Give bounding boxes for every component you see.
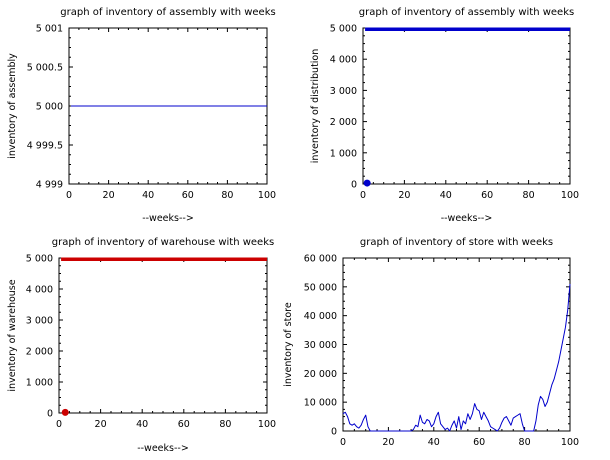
x-tick-label: 100 (258, 190, 276, 201)
y-tick-label: 4 999 (36, 180, 63, 191)
y-axis-label: inventory of assembly (7, 53, 18, 159)
x-tick-label: 100 (561, 437, 579, 448)
x-tick-label: 20 (382, 437, 394, 448)
x-tick-label: 40 (440, 190, 452, 201)
y-tick-label: 4 000 (26, 285, 53, 296)
x-tick-label: 80 (523, 190, 535, 201)
y-tick-label: 4 000 (330, 55, 357, 66)
x-tick-label: 80 (221, 190, 233, 201)
x-tick-label: 40 (136, 419, 148, 430)
x-tick-label: 60 (473, 437, 485, 448)
chart-title: graph of inventory of assembly with week… (60, 7, 275, 18)
chart-4: graph of inventory of store with weeks 0 2… (283, 237, 579, 448)
y-tick-label: 0 (351, 180, 357, 191)
y-tick-label: 5 001 (36, 24, 63, 35)
x-tick-label: 40 (142, 190, 154, 201)
y-tick-label: 10 000 (304, 398, 337, 409)
plot-frame (362, 27, 571, 185)
y-tick-label: 30 000 (304, 340, 337, 351)
chart-title: graph of inventory of assembly with week… (359, 7, 574, 18)
x-tick-label: 60 (182, 190, 194, 201)
x-tick-label: 0 (360, 190, 366, 201)
y-tick-label: 0 (47, 409, 53, 420)
x-axis-label: --weeks--> (137, 443, 189, 454)
x-tick-label: 0 (56, 419, 62, 430)
y-axis-label: inventory of warehouse (7, 279, 18, 391)
x-tick-label: 80 (519, 437, 531, 448)
chart-1: graph of inventory of assembly with week… (7, 7, 276, 224)
x-tick-label: 80 (219, 419, 231, 430)
x-tick-label: 20 (95, 419, 107, 430)
y-axis-label: inventory of store (283, 302, 294, 387)
y-tick-label: 5 000.5 (27, 63, 63, 74)
x-tick-label: 0 (66, 190, 72, 201)
x-tick-label: 20 (398, 190, 410, 201)
x-axis-label: --weeks--> (441, 213, 493, 224)
data-point (363, 179, 371, 187)
y-tick-label: 3 000 (26, 316, 53, 327)
y-axis-label: inventory of distribution (310, 49, 321, 164)
y-tick-label: 5 000 (330, 24, 357, 35)
y-tick-label: 1 000 (330, 148, 357, 159)
x-tick-label: 60 (481, 190, 493, 201)
x-tick-label: 100 (561, 190, 579, 201)
x-axis-label: --weeks--> (142, 213, 194, 224)
x-tick-label: 0 (340, 437, 346, 448)
y-tick-label: 0 (331, 427, 337, 438)
series-line (342, 283, 571, 432)
y-tick-label: 1 000 (26, 378, 53, 389)
y-tick-label: 3 000 (330, 86, 357, 97)
chart-2: graph of inventory of assembly with week… (310, 7, 579, 224)
data-point (61, 408, 69, 416)
y-tick-label: 20 000 (304, 369, 337, 380)
chart-title: graph of inventory of store with weeks (360, 237, 553, 248)
y-tick-label: 50 000 (304, 282, 337, 293)
chart-title: graph of inventory of warehouse with wee… (52, 237, 274, 248)
x-tick-label: 100 (258, 419, 276, 430)
y-tick-label: 2 000 (330, 117, 357, 128)
plot-frame (342, 257, 571, 432)
y-tick-label: 40 000 (304, 311, 337, 322)
y-tick-label: 5 000 (36, 102, 63, 113)
y-tick-label: 5 000 (26, 254, 53, 265)
y-tick-label: 2 000 (26, 347, 53, 358)
x-tick-label: 40 (428, 437, 440, 448)
x-tick-label: 60 (178, 419, 190, 430)
x-tick-label: 20 (103, 190, 115, 201)
plot-frame (58, 257, 268, 414)
y-tick-label: 60 000 (304, 254, 337, 265)
y-tick-label: 4 999.5 (27, 141, 63, 152)
chart-3: graph of inventory of warehouse with wee… (7, 237, 276, 454)
